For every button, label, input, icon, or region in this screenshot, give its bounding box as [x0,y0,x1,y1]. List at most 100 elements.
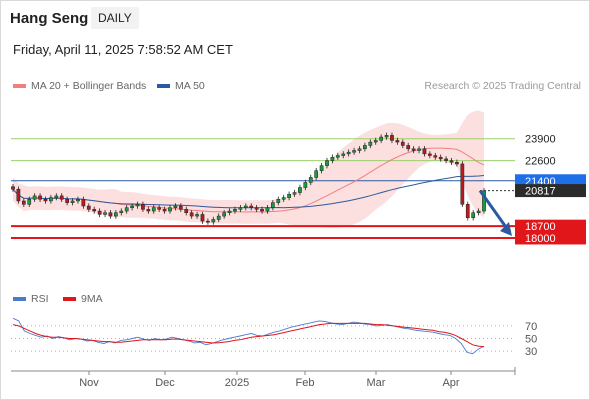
candle [298,184,302,196]
candle-body [281,197,286,200]
candle-body [287,193,291,198]
candle [233,206,237,214]
candle-body [86,205,91,210]
ma50-swatch [157,84,170,89]
x-tick-label-2025: 2025 [225,377,249,389]
candle [16,186,21,204]
candle-body [157,207,162,210]
candle [400,139,405,149]
candle [303,179,308,191]
candle [428,151,432,159]
candle [92,206,97,214]
legend-rsi-label: RSI [31,293,49,305]
candle [103,210,107,218]
candle-body [238,207,243,210]
9ma-line [12,322,485,348]
candle-body [27,199,32,205]
candle-body [32,195,37,200]
rsi-tick-label: 70 [525,321,537,333]
candle [49,194,53,204]
candle-body [151,207,156,212]
candle-body [70,200,75,203]
candle [476,208,481,216]
candle-body [455,162,459,165]
candle [135,201,140,209]
candle [119,208,124,216]
legend-rsi: RSI [13,293,49,305]
credit-text: Research © 2025 Trading Central [424,80,581,92]
candle [168,204,172,214]
candle-body [227,210,232,213]
x-tick-label-Feb: Feb [296,377,315,389]
projection-arrow-shaft [478,189,510,231]
candle [271,199,275,211]
candle [433,152,438,160]
candle-body [444,158,448,161]
candle-body [357,148,362,151]
x-tick-label-Apr: Apr [442,377,459,389]
candle [254,204,259,213]
candle-body [330,156,335,161]
candle-body [303,182,308,188]
candle-body [11,186,15,190]
candle-body [308,177,313,183]
rsi-swatch [13,297,26,302]
candle [249,203,254,211]
candle-body [173,205,178,208]
level-tag-18000 [515,231,586,245]
instrument-title: Hang Seng [10,10,89,27]
candle [173,203,178,211]
candle-body [189,212,194,217]
x-tick-label-Mar: Mar [367,377,386,389]
candle [292,189,297,197]
candle [335,152,340,160]
candle-body [460,163,465,205]
candle [308,174,313,186]
candle-body [162,209,167,212]
candle [346,149,351,157]
candle-body [146,209,151,212]
candle [124,204,129,214]
level-label-18700: 18700 [525,221,556,233]
candle [211,216,216,225]
x-tick-label-Dec: Dec [155,377,175,389]
candle [395,137,400,145]
candle [76,196,80,204]
candle [460,161,465,208]
legend-ma20-bollinger: MA 20 + Bollinger Bands [13,80,146,92]
9ma-swatch [63,297,76,302]
candle-body [59,195,64,200]
candle-body [319,165,324,171]
candle [162,206,167,214]
candle [97,208,102,218]
candle-body [92,209,97,212]
candle [243,203,248,211]
candle-body [206,220,210,223]
candle [373,137,378,145]
candle-body [292,192,297,195]
candle-body [465,204,470,219]
rsi-line [12,317,485,355]
candle [189,210,194,219]
candle-body [135,204,140,207]
candle-body [168,207,172,212]
candle-body [233,209,237,212]
bollinger-band [13,110,484,228]
candle-body [184,209,189,213]
candle [206,218,210,225]
candle-body [114,212,118,217]
candle [390,132,394,144]
candle-body [254,207,259,210]
level-tag-18700 [515,219,586,233]
candle-body [341,153,346,156]
candle-body [379,136,383,141]
timeframe-badge[interactable]: DAILY [91,7,139,29]
candle-body [81,199,86,207]
candle-body [265,207,270,212]
candle-body [390,135,394,141]
legend-ma50-label: MA 50 [175,80,205,92]
candle-body [325,160,329,166]
candle-body [471,212,476,219]
candle [260,206,264,214]
